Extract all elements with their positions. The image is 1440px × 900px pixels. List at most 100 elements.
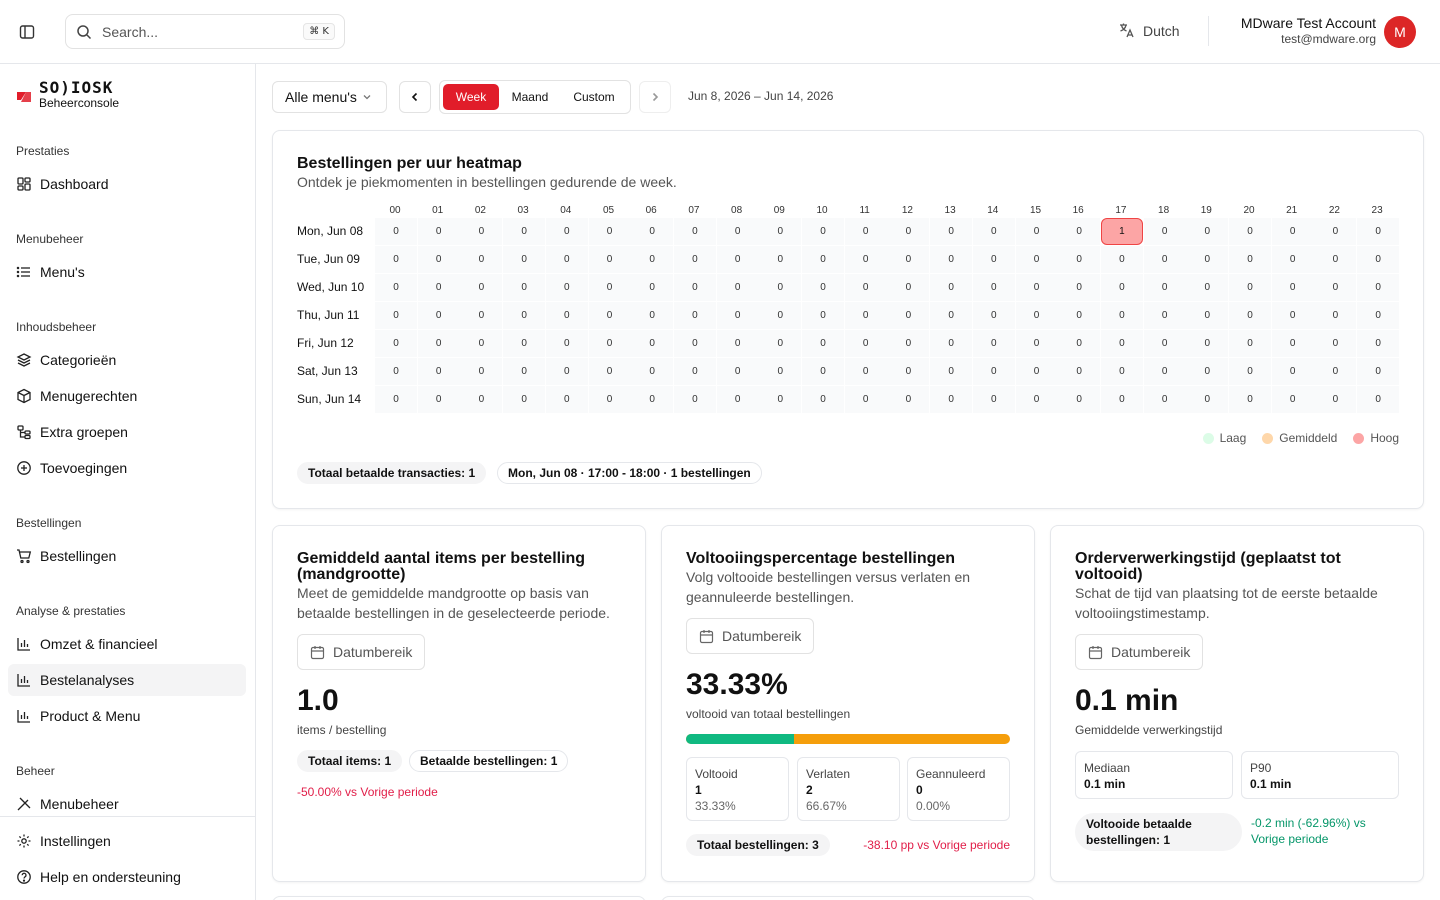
heatmap-cell[interactable]: 0 [972,274,1015,301]
heatmap-cell[interactable]: 0 [1186,302,1229,329]
sidebar-item-instellingen[interactable]: Instellingen [8,825,246,857]
heatmap-cell[interactable]: 0 [716,330,759,357]
heatmap-cell[interactable]: 0 [1229,330,1271,357]
heatmap-cell[interactable]: 0 [673,218,716,245]
heatmap-cell[interactable]: 0 [759,218,802,245]
language-switcher[interactable]: Dutch [1118,22,1180,39]
sidebar-item-extra-groepen[interactable]: Extra groepen [8,416,246,448]
heatmap-cell[interactable]: 0 [503,330,546,357]
heatmap-cell[interactable]: 0 [972,358,1015,385]
heatmap-cell[interactable]: 0 [1143,302,1186,329]
heatmap-cell[interactable]: 0 [1357,358,1400,385]
heatmap-cell[interactable]: 0 [930,330,973,357]
heatmap-cell[interactable]: 0 [844,358,887,385]
heatmap-cell[interactable]: 0 [1058,246,1101,273]
heatmap-cell[interactable]: 0 [375,302,417,329]
heatmap-cell[interactable]: 0 [930,358,973,385]
heatmap-cell[interactable]: 0 [972,386,1015,413]
heatmap-cell[interactable]: 0 [930,218,973,245]
heatmap-cell[interactable]: 0 [1314,386,1357,413]
sidebar-item-menubeheer[interactable]: Menubeheer [8,788,246,820]
heatmap-cell[interactable]: 0 [673,330,716,357]
heatmap-cell[interactable]: 0 [844,246,887,273]
heatmap-cell[interactable]: 0 [460,302,503,329]
heatmap-cell[interactable]: 0 [503,246,546,273]
heatmap-cell[interactable]: 0 [887,302,930,329]
heatmap-cell[interactable]: 0 [631,302,674,329]
heatmap-cell[interactable]: 0 [844,386,887,413]
heatmap-cell[interactable]: 0 [503,302,546,329]
sidebar-item-menugerechten[interactable]: Menugerechten [8,380,246,412]
sidebar-item-help[interactable]: Help en ondersteuning [8,861,246,893]
heatmap-cell[interactable]: 0 [1229,386,1271,413]
segment-maand[interactable]: Maand [511,90,549,104]
sidebar-toggle-icon[interactable] [16,21,38,43]
heatmap-cell[interactable]: 0 [631,358,674,385]
heatmap-cell[interactable]: 0 [1143,246,1186,273]
sidebar-item-toevoegingen[interactable]: Toevoegingen [8,452,246,484]
heatmap-cell[interactable]: 0 [673,358,716,385]
segment-week[interactable]: Week [443,84,499,110]
heatmap-cell[interactable]: 0 [1271,302,1314,329]
heatmap-cell[interactable]: 0 [631,218,674,245]
heatmap-cell[interactable]: 0 [673,274,716,301]
sidebar-item-omzet[interactable]: Omzet & financieel [8,628,246,660]
heatmap-cell[interactable]: 0 [972,246,1015,273]
heatmap-cell[interactable]: 0 [844,218,887,245]
heatmap-cell[interactable]: 0 [460,274,503,301]
sidebar-item-dashboard[interactable]: Dashboard [8,168,246,200]
heatmap-cell[interactable]: 0 [1271,330,1314,357]
heatmap-cell[interactable]: 0 [588,246,631,273]
heatmap-cell[interactable]: 0 [417,274,460,301]
heatmap-cell[interactable]: 0 [759,246,802,273]
heatmap-cell[interactable]: 0 [673,246,716,273]
heatmap-cell[interactable]: 0 [930,274,973,301]
search-input[interactable]: Search... ⌘ K [65,14,345,49]
sidebar-item-product-menu[interactable]: Product & Menu [8,700,246,732]
heatmap-cell[interactable]: 0 [417,218,460,245]
heatmap-cell[interactable]: 0 [1271,386,1314,413]
next-period-button[interactable] [639,81,671,113]
completion-date-range-button[interactable]: Datumbereik [686,618,815,654]
heatmap-cell[interactable]: 0 [716,218,759,245]
heatmap-cell[interactable]: 0 [1229,274,1271,301]
heatmap-cell[interactable]: 0 [1357,246,1400,273]
heatmap-cell[interactable]: 0 [716,386,759,413]
heatmap-cell[interactable]: 0 [503,218,546,245]
heatmap-cell[interactable]: 0 [1271,246,1314,273]
heatmap-cell[interactable]: 0 [588,386,631,413]
heatmap-cell[interactable]: 0 [503,274,546,301]
heatmap-cell[interactable]: 0 [802,274,844,301]
heatmap-cell[interactable]: 0 [631,330,674,357]
heatmap-cell[interactable]: 0 [545,330,588,357]
heatmap-cell[interactable]: 0 [887,386,930,413]
heatmap-cell[interactable]: 0 [887,218,930,245]
heatmap-cell[interactable]: 0 [1058,218,1101,245]
heatmap-cell[interactable]: 0 [1100,386,1143,413]
heatmap-cell[interactable]: 0 [930,246,973,273]
heatmap-cell[interactable]: 1 [1100,218,1143,245]
heatmap-cell[interactable]: 0 [460,246,503,273]
heatmap-cell[interactable]: 0 [1015,218,1058,245]
heatmap-cell[interactable]: 0 [1100,274,1143,301]
heatmap-cell[interactable]: 0 [631,246,674,273]
heatmap-cell[interactable]: 0 [972,330,1015,357]
heatmap-cell[interactable]: 0 [1229,246,1271,273]
heatmap-cell[interactable]: 0 [844,330,887,357]
heatmap-cell[interactable]: 0 [1058,274,1101,301]
heatmap-cell[interactable]: 0 [1100,246,1143,273]
heatmap-cell[interactable]: 0 [1015,246,1058,273]
heatmap-cell[interactable]: 0 [802,302,844,329]
heatmap-cell[interactable]: 0 [417,246,460,273]
heatmap-cell[interactable]: 0 [588,218,631,245]
heatmap-cell[interactable]: 0 [1229,302,1271,329]
heatmap-cell[interactable]: 0 [588,274,631,301]
heatmap-cell[interactable]: 0 [417,330,460,357]
avatar[interactable]: M [1384,16,1416,48]
heatmap-cell[interactable]: 0 [1357,274,1400,301]
heatmap-cell[interactable]: 0 [460,358,503,385]
heatmap-cell[interactable]: 0 [375,330,417,357]
menu-select[interactable]: Alle menu's [272,81,387,113]
heatmap-cell[interactable]: 0 [759,274,802,301]
heatmap-cell[interactable]: 0 [673,302,716,329]
